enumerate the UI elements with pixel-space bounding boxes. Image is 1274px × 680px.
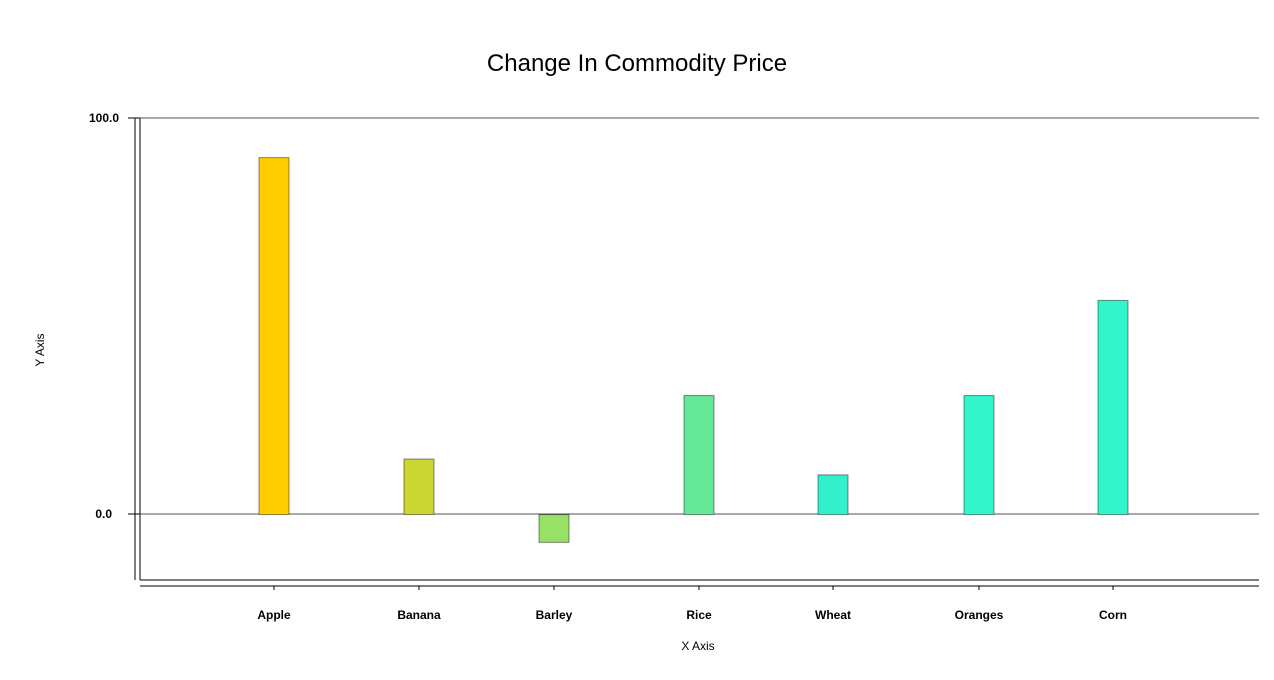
bar-barley: [538, 514, 570, 543]
chart-title: Change In Commodity Price: [486, 50, 788, 77]
x-axis-label: X Axis: [681, 639, 714, 653]
x-tick-label-corn: Corn: [1099, 608, 1127, 622]
bar-oranges: [963, 395, 995, 516]
bar-wheat: [817, 474, 849, 516]
bars-layer: [258, 157, 1129, 543]
y-tick-labels: 100.0 0.0: [89, 111, 119, 521]
x-tick-label-barley: Barley: [536, 608, 573, 622]
bar-banana: [403, 458, 435, 516]
x-tick-label-rice: Rice: [686, 608, 712, 622]
x-labels-layer: Apple Banana Barley Rice Wheat Oranges Corn: [257, 608, 1127, 622]
y-axis-label: Y Axis: [33, 333, 47, 366]
bar-rice: [683, 395, 715, 516]
axes-layer: [128, 117, 1259, 587]
x-tick-label-apple: Apple: [257, 608, 291, 622]
x-ticks-layer: [273, 586, 1114, 590]
y-tick-label-100: 100.0: [89, 111, 119, 125]
x-tick-label-wheat: Wheat: [815, 608, 851, 622]
bar-apple: [258, 157, 290, 516]
x-tick-label-banana: Banana: [397, 608, 441, 622]
y-tick-label-0: 0.0: [95, 507, 112, 521]
x-tick-label-oranges: Oranges: [955, 608, 1004, 622]
bar-corn: [1097, 299, 1129, 516]
